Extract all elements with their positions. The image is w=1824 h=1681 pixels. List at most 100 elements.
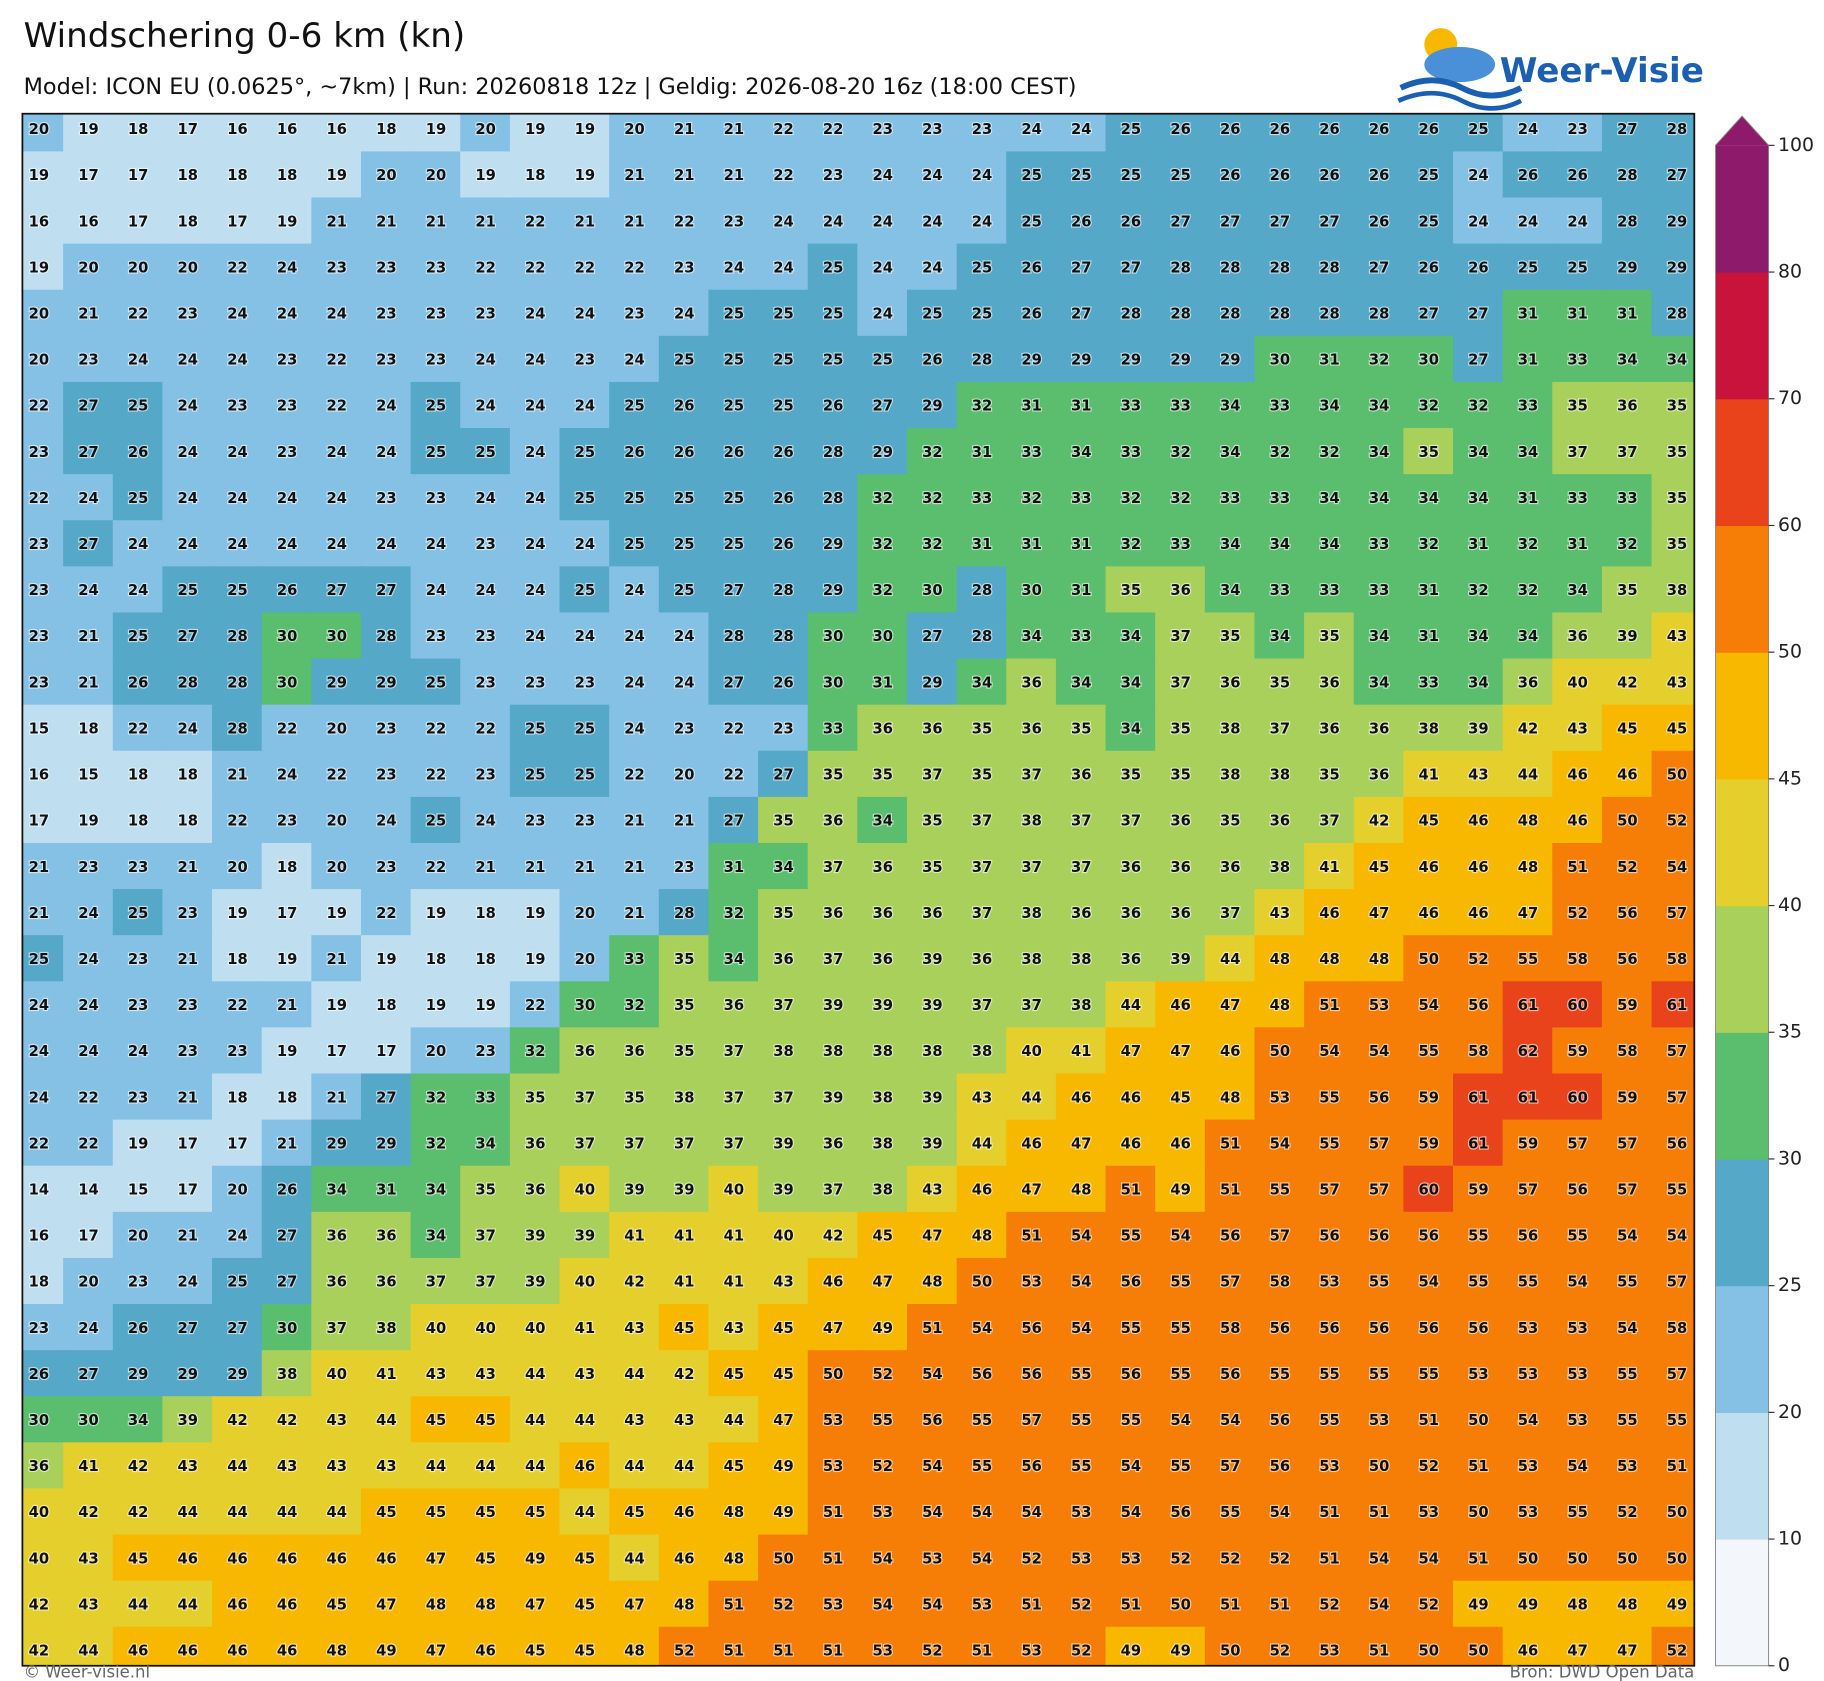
value-label: 34: [1220, 398, 1241, 415]
field-cell: [1155, 612, 1206, 660]
value-label: 34: [1121, 628, 1142, 645]
field-cell: [906, 842, 958, 891]
value-label: 53: [823, 1412, 844, 1429]
value-label: 25: [475, 444, 496, 461]
field-cell: [1055, 428, 1107, 476]
field-cell: [1304, 704, 1355, 752]
value-label: 27: [78, 536, 99, 553]
value-label: 18: [376, 121, 397, 138]
value-label: 55: [1319, 1412, 1340, 1429]
value-label: 43: [376, 1458, 397, 1475]
value-label: 53: [1369, 997, 1390, 1014]
value-label: 21: [475, 213, 496, 230]
value-label: 36: [1170, 859, 1191, 876]
field-cell: [112, 1119, 164, 1167]
field-cell: [22, 151, 65, 199]
field-cell: [1403, 113, 1455, 153]
value-label: 53: [1021, 1643, 1042, 1660]
colorbar-bin: [1715, 905, 1769, 1033]
value-label: 27: [326, 582, 347, 599]
value-label: 54: [1270, 1135, 1291, 1152]
value-label: 30: [277, 628, 298, 645]
field-cell: [162, 1350, 214, 1398]
field-cell: [1055, 981, 1107, 1029]
value-label: 21: [178, 859, 199, 876]
value-label: 45: [1369, 859, 1390, 876]
field-cell: [1055, 197, 1107, 245]
value-label: 48: [1071, 1182, 1092, 1199]
value-label: 23: [277, 398, 298, 415]
value-label: 25: [525, 767, 546, 784]
value-label: 34: [128, 1412, 149, 1429]
value-label: 57: [1617, 1135, 1638, 1152]
field-cell: [212, 981, 263, 1029]
value-label: 55: [1518, 951, 1539, 968]
field-cell: [708, 981, 760, 1029]
value-label: 51: [823, 1504, 844, 1521]
field-cell: [63, 1073, 114, 1121]
field-cell: [1453, 1211, 1504, 1260]
value-label: 24: [575, 536, 596, 553]
field-cell: [22, 197, 65, 245]
value-label: 36: [1220, 674, 1241, 691]
value-label: 21: [475, 859, 496, 876]
field-cell: [906, 520, 958, 568]
field-cell: [708, 1027, 760, 1075]
value-label: 43: [475, 1366, 496, 1383]
value-label: 27: [1468, 306, 1489, 323]
field-cell: [1552, 1304, 1604, 1352]
field-cell: [509, 1257, 561, 1306]
field-cell: [1204, 289, 1256, 338]
value-label: 24: [1468, 167, 1489, 184]
field-cell: [162, 750, 214, 799]
value-label: 61: [1468, 1135, 1489, 1152]
value-label: 24: [873, 259, 894, 276]
value-label: 30: [78, 1412, 99, 1429]
field-cell: [1006, 1304, 1058, 1352]
value-label: 43: [78, 1550, 99, 1567]
value-label: 27: [724, 813, 745, 830]
field-cell: [112, 520, 164, 568]
field-cell: [410, 1211, 462, 1260]
value-label: 46: [1468, 905, 1489, 922]
value-label: 21: [724, 121, 745, 138]
field-cell: [906, 1027, 958, 1075]
field-cell: [758, 520, 809, 568]
field-cell: [1403, 243, 1455, 291]
value-label: 48: [326, 1643, 347, 1660]
value-label: 28: [227, 721, 248, 738]
field-cell: [1502, 981, 1554, 1029]
value-label: 34: [1220, 536, 1241, 553]
field-cell: [1353, 750, 1405, 799]
value-label: 43: [1270, 905, 1291, 922]
value-label: 27: [1419, 306, 1440, 323]
value-label: 24: [922, 167, 943, 184]
value-label: 51: [823, 1550, 844, 1567]
field-cell: [112, 566, 164, 614]
value-label: 18: [178, 167, 199, 184]
colorbar-tick-label: 100: [1778, 135, 1814, 156]
value-label: 24: [178, 398, 199, 415]
value-label: 51: [922, 1320, 943, 1337]
field-cell: [1552, 796, 1604, 845]
field-cell: [1155, 935, 1206, 983]
value-label: 36: [1518, 674, 1539, 691]
value-label: 24: [1021, 121, 1042, 138]
value-label: 52: [1419, 1596, 1440, 1613]
value-label: 25: [1021, 167, 1042, 184]
value-label: 23: [326, 259, 347, 276]
value-label: 42: [227, 1412, 248, 1429]
field-cell: [857, 981, 909, 1029]
value-label: 19: [525, 121, 546, 138]
field-cell: [1105, 381, 1157, 430]
field-cell: [857, 151, 909, 199]
value-label: 32: [426, 1135, 447, 1152]
field-cell: [609, 151, 660, 199]
field-cell: [807, 704, 859, 752]
value-label: 43: [972, 1089, 993, 1106]
field-cell: [956, 335, 1008, 384]
field-cell: [1006, 113, 1058, 153]
field-cell: [1006, 1073, 1058, 1121]
field-cell: [1502, 113, 1554, 153]
value-label: 56: [1419, 1320, 1440, 1337]
